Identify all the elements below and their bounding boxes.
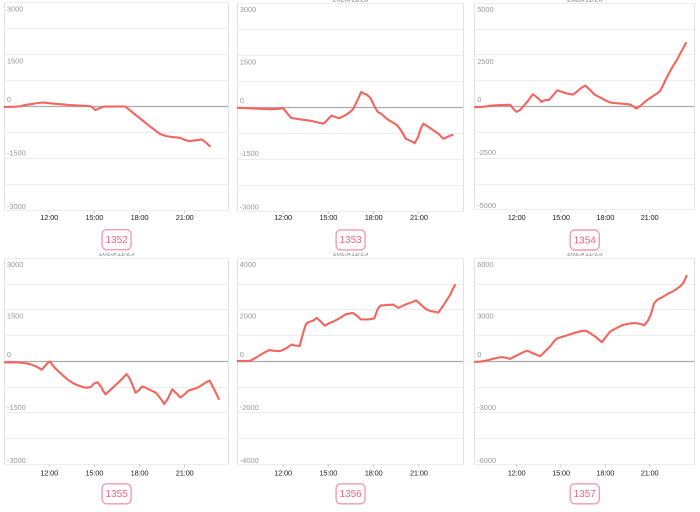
svg-text:21:00: 21:00: [410, 213, 428, 222]
svg-text:1356: 1356: [339, 489, 362, 500]
svg-text:18:00: 18:00: [365, 469, 383, 478]
svg-text:-2000: -2000: [240, 403, 259, 412]
svg-text:3000: 3000: [477, 312, 493, 321]
svg-text:-1500: -1500: [7, 403, 26, 412]
svg-text:2023/11/25: 2023/11/25: [567, 0, 602, 4]
svg-text:2023/11/25: 2023/11/25: [333, 248, 368, 257]
svg-text:0: 0: [240, 350, 244, 359]
svg-text:-3000: -3000: [240, 203, 259, 212]
svg-text:18:00: 18:00: [131, 213, 149, 222]
svg-text:2023/11/25: 2023/11/25: [567, 248, 602, 257]
svg-text:12:00: 12:00: [40, 213, 58, 222]
svg-text:21:00: 21:00: [176, 213, 194, 222]
svg-text:12:00: 12:00: [274, 469, 292, 478]
svg-text:-2500: -2500: [477, 148, 496, 157]
svg-text:15:00: 15:00: [552, 213, 570, 222]
svg-text:18:00: 18:00: [365, 213, 383, 222]
svg-text:1354: 1354: [574, 235, 597, 246]
svg-text:-1500: -1500: [240, 149, 259, 158]
svg-text:-5000: -5000: [477, 201, 496, 210]
svg-text:2500: 2500: [477, 57, 493, 66]
svg-text:-4000: -4000: [240, 456, 259, 465]
svg-text:15:00: 15:00: [319, 213, 337, 222]
svg-text:2023/11/25: 2023/11/25: [99, 248, 134, 257]
svg-text:21:00: 21:00: [176, 469, 194, 478]
svg-text:15:00: 15:00: [85, 213, 103, 222]
svg-text:3000: 3000: [7, 260, 23, 269]
svg-text:21:00: 21:00: [641, 213, 659, 222]
svg-text:-3000: -3000: [7, 456, 26, 465]
svg-text:15:00: 15:00: [319, 469, 337, 478]
svg-text:2023/11/25: 2023/11/25: [333, 0, 368, 4]
svg-text:4000: 4000: [240, 260, 256, 269]
svg-text:0: 0: [7, 350, 11, 359]
svg-text:1500: 1500: [240, 57, 256, 66]
svg-text:0: 0: [477, 350, 481, 359]
svg-text:1500: 1500: [7, 312, 23, 321]
svg-text:1355: 1355: [105, 489, 128, 500]
svg-text:3000: 3000: [7, 4, 23, 13]
svg-text:21:00: 21:00: [410, 469, 428, 478]
svg-text:-6000: -6000: [477, 456, 496, 465]
svg-text:-3000: -3000: [477, 403, 496, 412]
svg-text:0: 0: [7, 95, 11, 104]
svg-text:12:00: 12:00: [508, 213, 526, 222]
svg-text:12:00: 12:00: [508, 469, 526, 478]
svg-text:-3000: -3000: [7, 202, 26, 211]
svg-text:18:00: 18:00: [131, 469, 149, 478]
svg-text:0: 0: [240, 96, 244, 105]
svg-text:15:00: 15:00: [552, 469, 570, 478]
svg-text:21:00: 21:00: [641, 469, 659, 478]
svg-text:0: 0: [477, 95, 481, 104]
svg-text:2000: 2000: [240, 312, 256, 321]
svg-text:5000: 5000: [477, 5, 493, 14]
svg-text:6000: 6000: [477, 260, 493, 269]
svg-text:1500: 1500: [7, 57, 23, 66]
svg-text:1353: 1353: [339, 235, 362, 246]
svg-text:-1500: -1500: [7, 148, 26, 157]
svg-text:12:00: 12:00: [274, 213, 292, 222]
svg-text:18:00: 18:00: [596, 469, 614, 478]
svg-text:3000: 3000: [240, 5, 256, 14]
svg-text:1357: 1357: [574, 489, 597, 500]
svg-text:18:00: 18:00: [596, 213, 614, 222]
svg-text:15:00: 15:00: [85, 469, 103, 478]
svg-text:1352: 1352: [105, 235, 128, 246]
svg-text:12:00: 12:00: [40, 469, 58, 478]
